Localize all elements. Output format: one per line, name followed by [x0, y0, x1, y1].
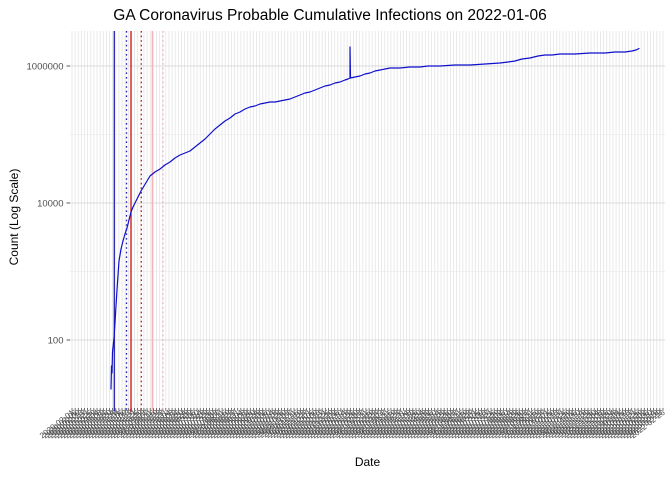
- y-tick-label: 100: [48, 336, 64, 347]
- series-polyline: [110, 46, 640, 390]
- y-tick-label: 1000000: [27, 62, 64, 73]
- y-tick-label: 10000: [37, 199, 63, 210]
- x-axis-title: Date: [354, 455, 381, 469]
- reference-lines: [113, 31, 164, 412]
- y-tick-labels: 100 10000 1000000: [27, 62, 64, 347]
- series-line: [110, 46, 640, 390]
- gridlines-vertical: [71, 31, 664, 408]
- x-tick-marks: [71, 408, 664, 411]
- gridlines-horizontal: [70, 65, 665, 341]
- x-tick-labels: 2020-02-012020-02-052020-02-092020-02-13…: [38, 408, 667, 441]
- chart-title: GA Coronavirus Probable Cumulative Infec…: [113, 7, 547, 24]
- y-tick-marks: [66, 65, 70, 341]
